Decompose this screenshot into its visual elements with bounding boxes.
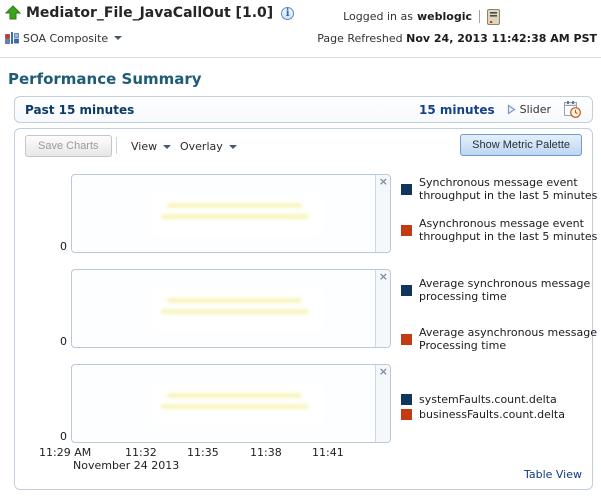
legend-processing-time: Average synchronous message processing t… <box>401 277 601 352</box>
redacted-chart-content <box>157 294 317 324</box>
performance-summary-title: Performance Summary <box>8 70 202 88</box>
legend-item: Asynchronous message event throughput in… <box>401 217 601 243</box>
table-view-link[interactable]: Table View <box>523 468 582 481</box>
legend-label: Synchronous message event throughput in … <box>419 176 598 202</box>
legend-label: businessFaults.count.delta <box>419 408 565 421</box>
show-metric-palette-button[interactable]: Show Metric Palette <box>460 134 582 156</box>
legend-label: systemFaults.count.delta <box>419 393 557 406</box>
series-swatch-red <box>401 333 412 345</box>
close-icon[interactable]: × <box>378 270 388 283</box>
soa-composite-label: SOA Composite <box>23 31 109 45</box>
chart-faults: × <box>71 364 391 443</box>
soa-composite-icon <box>5 31 19 45</box>
y-axis-zero: 0 <box>60 335 67 348</box>
legend-throughput: Synchronous message event throughput in … <box>401 176 601 243</box>
soa-composite-menu[interactable]: SOA Composite <box>5 31 123 45</box>
x-axis-tick: 11:38 <box>250 446 282 459</box>
slider-button[interactable]: Slider <box>507 103 551 116</box>
logged-in-label: Logged in as <box>343 10 413 23</box>
calendar-clock-icon[interactable] <box>563 100 582 119</box>
close-icon[interactable]: × <box>378 175 388 188</box>
page-refreshed-label: Page Refreshed <box>317 32 403 45</box>
logged-in-area: Logged in as weblogic <box>343 8 500 25</box>
series-swatch-blue <box>401 394 412 405</box>
legend-item: Synchronous message event throughput in … <box>401 176 601 202</box>
logged-in-user: weblogic <box>417 10 472 23</box>
view-menu[interactable]: View <box>131 140 172 153</box>
x-axis-tick: 11:41 <box>312 446 344 459</box>
host-icon[interactable] <box>487 8 500 25</box>
legend-label: Average synchronous message processing t… <box>419 277 591 303</box>
overlay-menu-label: Overlay <box>180 140 223 153</box>
up-arrow-icon[interactable] <box>5 5 21 21</box>
x-axis-date-label: November 24 2013 <box>73 459 180 472</box>
series-swatch-blue <box>401 284 412 296</box>
x-axis-tick: 11:32 <box>125 446 157 459</box>
toolbar-separator <box>116 137 117 154</box>
legend-item: businessFaults.count.delta <box>401 408 601 421</box>
y-axis-zero: 0 <box>60 240 67 253</box>
x-axis-tick: 11:35 <box>187 446 219 459</box>
view-menu-label: View <box>131 140 158 153</box>
series-swatch-blue <box>401 183 412 195</box>
charts-panel: Save Charts View Overlay Show Metric Pal… <box>14 128 597 490</box>
header-separator <box>0 57 601 58</box>
chart-right-strip <box>375 365 390 442</box>
page-refreshed-area: Page Refreshed Nov 24, 2013 11:42:38 AM … <box>317 32 597 45</box>
chart-right-strip <box>375 175 390 252</box>
chart-right-strip <box>375 270 390 347</box>
slider-triangle-icon <box>507 104 516 115</box>
chevron-down-icon <box>114 36 123 40</box>
legend-label: Average asynchronous message Processing … <box>419 326 597 352</box>
series-swatch-red <box>401 409 412 420</box>
page-title-composite: Mediator_File_JavaCallOut [1.0] <box>26 5 274 21</box>
composite-header: Mediator_File_JavaCallOut [1.0] <box>5 5 295 21</box>
x-axis-tick: 11:29 AM <box>39 446 92 459</box>
info-icon[interactable] <box>281 6 295 20</box>
legend-item: Average synchronous message processing t… <box>401 277 601 303</box>
overlay-menu[interactable]: Overlay <box>180 140 237 153</box>
redacted-chart-content <box>157 389 317 419</box>
chevron-down-icon <box>228 144 237 149</box>
time-range-label: Past 15 minutes <box>25 102 135 117</box>
legend-item: Average asynchronous message Processing … <box>401 326 601 352</box>
slider-label: Slider <box>519 103 551 116</box>
chart-throughput: × <box>71 174 391 253</box>
save-charts-button[interactable]: Save Charts <box>25 135 112 157</box>
chart-processing-time: × <box>71 269 391 348</box>
chevron-down-icon <box>163 144 172 149</box>
close-icon[interactable]: × <box>378 365 388 378</box>
legend-item: systemFaults.count.delta <box>401 393 601 406</box>
legend-label: Asynchronous message event throughput in… <box>419 217 598 243</box>
y-axis-zero: 0 <box>60 430 67 443</box>
series-swatch-red <box>401 224 412 236</box>
legend-faults: systemFaults.count.delta businessFaults.… <box>401 393 601 421</box>
duration-label: 15 minutes <box>419 102 495 117</box>
header-divider <box>479 10 480 23</box>
redacted-chart-content <box>157 199 317 229</box>
page-refreshed-timestamp: Nov 24, 2013 11:42:38 AM PST <box>406 32 597 45</box>
time-range-bar: Past 15 minutes 15 minutes Slider <box>14 96 593 123</box>
